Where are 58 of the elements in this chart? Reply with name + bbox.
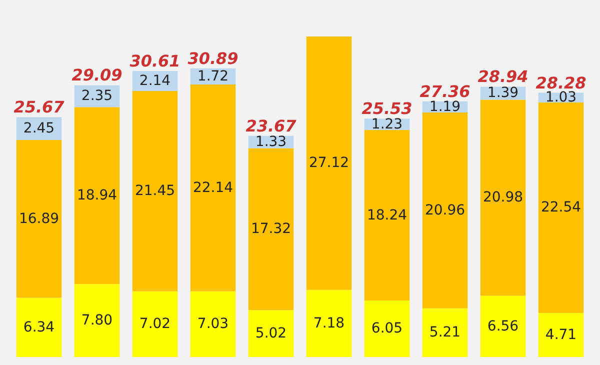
data-label: 6.05 [371, 320, 403, 337]
data-label: 1.03 [545, 90, 577, 106]
data-label: 1.72 [197, 68, 229, 84]
total-label: 23.67 [246, 116, 298, 136]
bar [132, 91, 178, 292]
data-label: 20.98 [482, 190, 524, 206]
bar [538, 102, 584, 313]
data-label: 2.45 [23, 120, 55, 137]
total-label: 25.67 [14, 98, 66, 117]
total-label: 30.61 [130, 52, 180, 71]
total-label: 30.89 [188, 48, 238, 68]
bar [132, 291, 178, 357]
data-label: 20.96 [424, 202, 466, 218]
data-label: 18.24 [366, 207, 408, 224]
data-label: 7.80 [81, 312, 113, 329]
bar [248, 148, 294, 310]
bar [190, 291, 236, 357]
data-label: 1.19 [429, 98, 461, 115]
bar [190, 84, 236, 292]
total-label: 28.94 [478, 67, 528, 86]
data-label: 6.56 [487, 318, 519, 334]
data-label: 2.35 [81, 88, 113, 104]
bar [422, 112, 468, 308]
bar [74, 107, 120, 284]
bar [480, 296, 526, 357]
bar [306, 290, 352, 357]
bar [364, 130, 410, 300]
data-label: 17.32 [250, 221, 292, 238]
data-label: 16.89 [18, 210, 60, 227]
data-label: 27.12 [308, 155, 350, 172]
bar [364, 300, 410, 357]
data-label: 5.21 [429, 324, 461, 341]
bar [16, 298, 62, 357]
data-label: 1.33 [255, 134, 287, 150]
data-label: 6.34 [23, 319, 55, 336]
data-label: 22.54 [540, 200, 582, 216]
bar [248, 310, 294, 357]
data-label: 7.03 [197, 316, 229, 332]
total-label: 29.09 [72, 66, 122, 85]
data-label: 22.14 [192, 180, 234, 196]
bar [480, 100, 526, 296]
data-label: 7.02 [139, 316, 171, 332]
bar [422, 308, 468, 357]
bar [538, 312, 584, 357]
bar [16, 140, 62, 298]
data-label: 1.39 [487, 85, 519, 102]
data-label: 21.45 [134, 183, 176, 200]
total-label: 25.53 [362, 99, 412, 118]
data-label: 18.94 [76, 188, 118, 204]
data-label: 2.14 [139, 73, 171, 90]
bar [74, 284, 120, 357]
total-label: 27.36 [420, 82, 470, 101]
total-label: 28.28 [536, 73, 586, 92]
data-label: 5.02 [255, 326, 287, 342]
data-label: 4.71 [545, 327, 577, 343]
bar [306, 36, 352, 290]
data-label: 1.23 [371, 116, 403, 132]
data-label: 7.18 [313, 315, 345, 332]
